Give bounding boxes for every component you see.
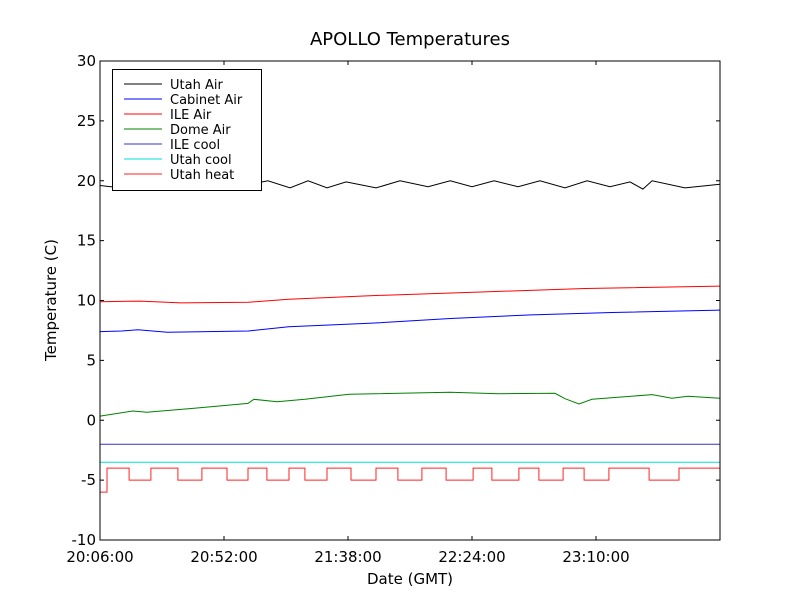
x-tick-label: 20:06:00 [66,548,133,566]
y-tick-label: 10 [77,292,96,310]
x-tick-label: 23:10:00 [562,548,629,566]
legend-label: ILE Air [170,108,212,123]
y-tick-label: 5 [86,351,96,369]
legend-entry: ILE Air [124,108,212,123]
y-tick-label: 20 [77,172,96,190]
legend-entry: Utah cool [124,153,232,168]
legend-label: Utah Air [170,78,223,93]
legend-box [112,69,262,191]
legend-entry: Dome Air [124,123,231,138]
legend-entry: Utah Air [124,78,223,93]
legend-label: Dome Air [170,123,231,138]
series-line-cabinet-air [99,309,721,333]
y-axis-label: Temperature (C) [42,239,60,362]
y-tick-label: 0 [86,411,96,429]
x-tick-label: 22:24:00 [438,548,505,566]
y-tick-label: 25 [77,112,96,130]
legend-entry: Cabinet Air [124,93,243,108]
x-tick-label: 21:38:00 [314,548,381,566]
series-line-utah-heat [100,467,720,493]
chart-title: APOLLO Temperatures [310,29,510,50]
legend-entry: Utah heat [124,168,234,183]
x-tick-label: 20:52:00 [190,548,257,566]
x-axis-label: Date (GMT) [367,570,453,588]
y-tick-label: 15 [77,232,96,250]
ticks-layer: 20:06:00 20:52:00 21:38:00 22:24:00 23:10:00… [66,52,720,566]
y-tick-label: -10 [72,531,97,549]
legend-entry: ILE cool [124,138,220,153]
legend-label: ILE cool [170,138,220,153]
y-tick-label: -5 [81,471,96,489]
series-line-dome-air [99,391,721,417]
series-line-ile-air [99,285,721,304]
plot-frame [99,60,721,541]
y-tick-label: 30 [77,52,96,70]
legend-label: Cabinet Air [170,93,243,108]
legend-label: Utah cool [170,153,232,168]
legend-label: Utah heat [170,168,234,183]
